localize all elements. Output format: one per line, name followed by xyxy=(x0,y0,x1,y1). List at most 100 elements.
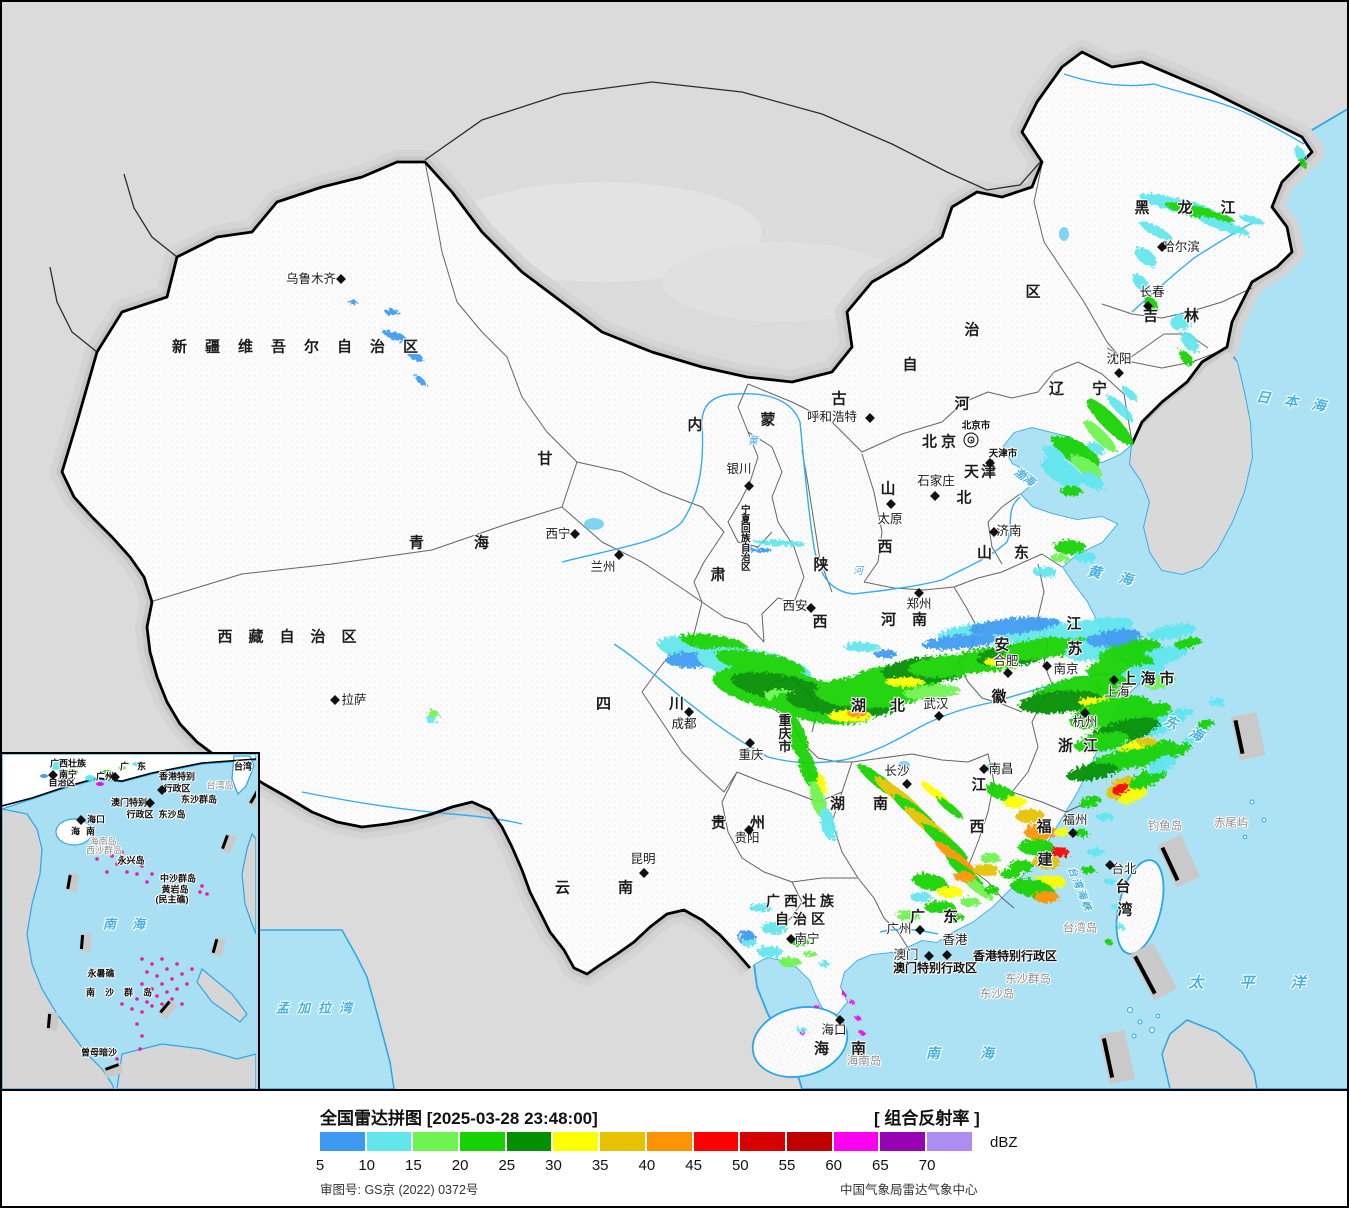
map-label: 东沙群岛 xyxy=(1005,973,1051,986)
map-label: 西安 xyxy=(782,598,808,613)
map-label: 江 xyxy=(1066,615,1082,633)
map-label: 湖北 xyxy=(850,697,930,715)
colorbar-tick: 20 xyxy=(451,1157,469,1174)
hainan-taiwan xyxy=(751,859,1165,1078)
echo xyxy=(816,1048,824,1052)
city-diamond-marker xyxy=(336,274,346,284)
echo xyxy=(1050,617,1134,639)
echo xyxy=(1033,891,1059,903)
echo xyxy=(382,330,408,342)
map-label: 香港特别 xyxy=(158,771,196,782)
map-label: 东沙岛 xyxy=(158,809,186,820)
map-label: 沈阳 xyxy=(1106,351,1132,366)
map-label: 湾 xyxy=(1117,901,1133,919)
echo xyxy=(1184,732,1204,744)
map-geometry xyxy=(2,2,1347,1089)
echo xyxy=(885,677,925,687)
echo xyxy=(818,961,830,967)
echo xyxy=(924,901,956,913)
echo xyxy=(1106,394,1134,422)
map-label: 黄岩岛 xyxy=(161,884,189,895)
echo xyxy=(1033,567,1057,577)
echo xyxy=(904,684,960,700)
map-label: 海口 xyxy=(86,814,106,825)
map-label: 山东 xyxy=(976,544,1052,562)
echo xyxy=(1139,221,1173,241)
map-label: 行政区 xyxy=(163,783,191,794)
map-label: 行政区 xyxy=(126,809,154,820)
city-diamond-marker xyxy=(76,815,86,825)
city-diamond-marker xyxy=(979,764,989,774)
map-label: 自 xyxy=(902,356,918,374)
map-label: 西 xyxy=(812,613,828,631)
echo xyxy=(749,904,771,912)
echo xyxy=(973,864,999,876)
license-number: 审图号: GS京 (2022) 0372号 xyxy=(320,1183,479,1197)
echo xyxy=(844,642,880,652)
echo xyxy=(1294,146,1306,162)
map-label: 东沙岛 xyxy=(979,988,1015,1001)
map-label: 河 xyxy=(954,395,970,413)
map-label: 长沙 xyxy=(884,763,910,778)
map-label: 黄海 xyxy=(1086,562,1152,592)
map-label: 永兴岛 xyxy=(117,855,145,866)
echo xyxy=(1074,552,1096,562)
map-label: 福州 xyxy=(1062,812,1088,827)
city-diamond-marker xyxy=(744,481,754,491)
echo xyxy=(761,922,787,934)
china-radar-map: 新疆维吾尔自治区 西藏自治区 青海甘肃内蒙古自治区宁夏回族自治区陕西山西河北山东 河南… xyxy=(2,2,1347,1091)
echo xyxy=(754,539,806,547)
map-label: 哈尔滨 xyxy=(1162,239,1200,254)
map-label: 新疆维吾尔自治区 xyxy=(171,338,437,356)
small-islands xyxy=(1127,799,1267,1039)
city-diamond-marker xyxy=(1003,668,1013,678)
echo xyxy=(922,824,968,860)
map-label: 太平洋 xyxy=(1188,974,1342,992)
colorbar-segment xyxy=(646,1132,694,1151)
echo xyxy=(1080,472,1104,490)
map-label: 吉林 xyxy=(1142,307,1226,325)
echo xyxy=(847,711,867,717)
echo xyxy=(980,853,1000,863)
map-label: 广州 xyxy=(886,921,912,936)
echo xyxy=(1170,314,1190,330)
echo xyxy=(406,349,424,363)
echo xyxy=(715,649,805,677)
colorbar-tick: 35 xyxy=(591,1157,609,1174)
legend-panel: 全国雷达拼图 [2025-03-28 23:48:00] [ 组合反射率 ] d… xyxy=(2,1091,1347,1206)
map-label: 香港 xyxy=(942,932,968,947)
map-label: 钓鱼岛 xyxy=(1147,820,1183,833)
colorbar-tick: 45 xyxy=(685,1157,702,1174)
echo xyxy=(855,1016,861,1020)
colorbar-tick: 50 xyxy=(731,1157,749,1174)
map-label: 澳门特别行政区 xyxy=(892,961,978,975)
map-label: 海南岛 xyxy=(89,836,117,847)
map-label: 昆明 xyxy=(630,851,656,866)
colorbar-tick: 15 xyxy=(405,1157,422,1174)
colorbar-tick: 30 xyxy=(545,1157,562,1174)
mongolia-north-border xyxy=(424,81,1043,191)
product-label: [ 组合反射率 ] xyxy=(874,1109,980,1128)
colorbar-segment xyxy=(693,1132,741,1151)
map-label: 太原 xyxy=(877,511,903,526)
map-label: 南昌 xyxy=(988,761,1014,776)
echo xyxy=(1060,486,1082,496)
city-diamond-marker xyxy=(915,925,925,935)
colorbar-ticks: 5 10 15 20 25 30 35 40 45 50 55 60 65 70 xyxy=(316,1157,980,1174)
map-label: 宁夏回族自治区 xyxy=(738,504,750,572)
map-label: 广东 xyxy=(119,761,155,772)
city-diamond-marker xyxy=(930,491,940,501)
echo xyxy=(1069,695,1151,729)
echo xyxy=(1024,824,1056,840)
map-label: 苏 xyxy=(1067,640,1083,658)
city-diamond-marker xyxy=(865,413,875,423)
echo xyxy=(746,548,772,552)
colorbar-tick: 55 xyxy=(778,1157,796,1174)
echo xyxy=(984,886,1000,894)
echo xyxy=(1000,869,1020,879)
echo xyxy=(1079,795,1101,809)
colorbar-unit: dBZ xyxy=(990,1134,1018,1151)
map-label: 合肥 xyxy=(993,653,1019,668)
map-label: 海南岛 xyxy=(846,1055,882,1068)
